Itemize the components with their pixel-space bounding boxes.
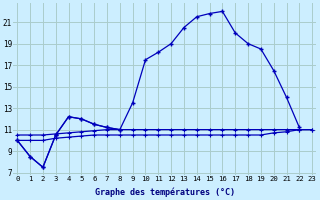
X-axis label: Graphe des températures (°C): Graphe des températures (°C) — [95, 188, 235, 197]
